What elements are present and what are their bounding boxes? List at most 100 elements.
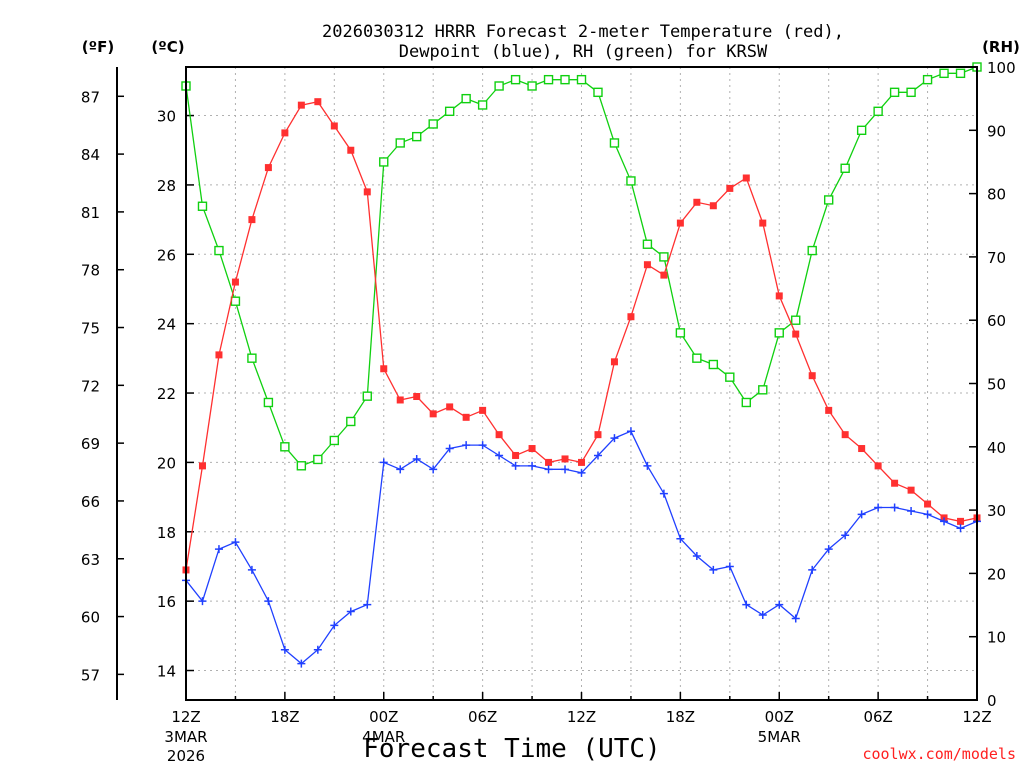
dewpoint-point: [890, 503, 899, 512]
rh-point: [230, 296, 241, 306]
rh-point: [807, 245, 817, 256]
temperature-point: [281, 129, 289, 137]
dewpoint-point: [775, 600, 784, 609]
temperature-point: [545, 458, 553, 466]
x-axis-title: Forecast Time (UTC): [363, 734, 660, 764]
series: [181, 62, 982, 668]
credit-text: coolwx.com/models: [862, 745, 1016, 763]
dewpoint-point: [396, 465, 405, 474]
temperature-point: [907, 486, 915, 494]
temperature-point: [479, 406, 487, 414]
fahrenheit-tick-label: 75: [81, 320, 100, 338]
x-tick-label: 18Z: [270, 708, 299, 726]
temperature-point: [413, 393, 421, 401]
dewpoint-point: [643, 461, 652, 470]
rh-point: [247, 353, 257, 363]
rh-point: [296, 461, 307, 471]
temperature-point: [380, 365, 388, 373]
celsius-tick-label: 24: [157, 316, 176, 334]
dewpoint-point: [495, 451, 504, 460]
rh-point: [346, 416, 356, 427]
chart-title-line1: 2026030312 HRRR Forecast 2-meter Tempera…: [322, 22, 844, 42]
dewpoint-point: [231, 538, 240, 547]
rh-point: [543, 74, 554, 85]
rh-point: [362, 391, 372, 401]
fahrenheit-tick-label: 78: [81, 262, 100, 280]
rh-point: [741, 397, 751, 408]
dewpoint-point: [824, 545, 833, 554]
temperature-point: [429, 410, 437, 418]
temperature-point: [248, 216, 256, 224]
dewpoint-point: [709, 565, 718, 574]
temperature-point: [709, 202, 717, 210]
dewpoint-point: [561, 465, 570, 474]
temperature-point: [198, 462, 206, 470]
dewpoint-point: [725, 562, 734, 571]
rh-point: [939, 68, 949, 79]
fahrenheit-tick-label: 60: [81, 609, 100, 627]
dewpoint-point: [956, 524, 965, 533]
dewpoint-point: [379, 458, 388, 467]
rh-point: [477, 100, 488, 110]
fahrenheit-tick-label: 84: [81, 146, 100, 164]
rh-point: [873, 106, 883, 117]
dewpoint-point: [264, 597, 273, 606]
temperature-point: [742, 174, 750, 182]
temperature-point: [512, 451, 520, 459]
temperature-point: [627, 313, 635, 321]
x-tick-label: 12Z: [171, 708, 200, 726]
temperature-point: [726, 184, 734, 192]
temperature-point: [396, 396, 404, 404]
rh-tick-label: 60: [987, 312, 1006, 330]
dewpoint-point: [445, 444, 454, 453]
dewpoint-point: [940, 517, 949, 526]
dewpoint-point: [313, 645, 322, 654]
temperature-point: [660, 271, 668, 279]
celsius-tick-label: 28: [157, 177, 176, 195]
rh-point: [692, 353, 702, 363]
dewpoint-point: [923, 510, 932, 519]
rh-point: [922, 74, 933, 85]
fahrenheit-unit-label: (ºF): [82, 38, 114, 56]
celsius-tick-label: 14: [157, 663, 176, 681]
dewpoint-point: [758, 611, 767, 620]
rh-unit-label: (RH): [982, 38, 1020, 56]
x-date-label: 4MAR: [362, 728, 405, 746]
rh-point: [329, 435, 340, 446]
dewpoint-point: [692, 552, 701, 561]
rh-tick-label: 50: [987, 376, 1006, 394]
fahrenheit-tick-label: 81: [81, 204, 100, 222]
rh-point: [823, 195, 834, 205]
chart-title-line2: Dewpoint (blue), RH (green) for KRSW: [399, 42, 768, 62]
temperature-point: [891, 479, 899, 487]
rh-tick-label: 100: [987, 59, 1016, 77]
dewpoint-point: [429, 465, 438, 474]
temperature-point: [578, 458, 585, 466]
temperature-point: [462, 413, 470, 421]
rh-tick-label: 90: [987, 122, 1006, 140]
rh-point: [725, 372, 735, 382]
temperature-point: [775, 292, 783, 300]
temperature-point: [825, 406, 833, 414]
dewpoint-point: [297, 659, 306, 668]
dewpoint-point: [857, 510, 866, 519]
temperature-point: [759, 219, 767, 227]
rh-point: [197, 201, 208, 211]
temperature-point: [297, 101, 305, 109]
x-tick-label: 06Z: [468, 708, 497, 726]
dewpoint-point: [412, 454, 421, 463]
dewpoint-point: [214, 545, 223, 554]
x-tick-label: 00Z: [369, 708, 398, 726]
rh-point: [593, 87, 603, 98]
celsius-tick-label: 26: [157, 246, 176, 264]
celsius-unit-label: (ºC): [151, 38, 184, 56]
plot-frame: [185, 66, 978, 701]
celsius-tick-label: 20: [157, 454, 176, 472]
celsius-tick-label: 18: [157, 524, 176, 542]
dewpoint-point: [528, 461, 537, 470]
dewpoint-point: [676, 534, 685, 543]
dewpoint-point: [593, 451, 602, 460]
temperature-point: [528, 445, 536, 453]
rh-tick-label: 20: [987, 565, 1006, 583]
